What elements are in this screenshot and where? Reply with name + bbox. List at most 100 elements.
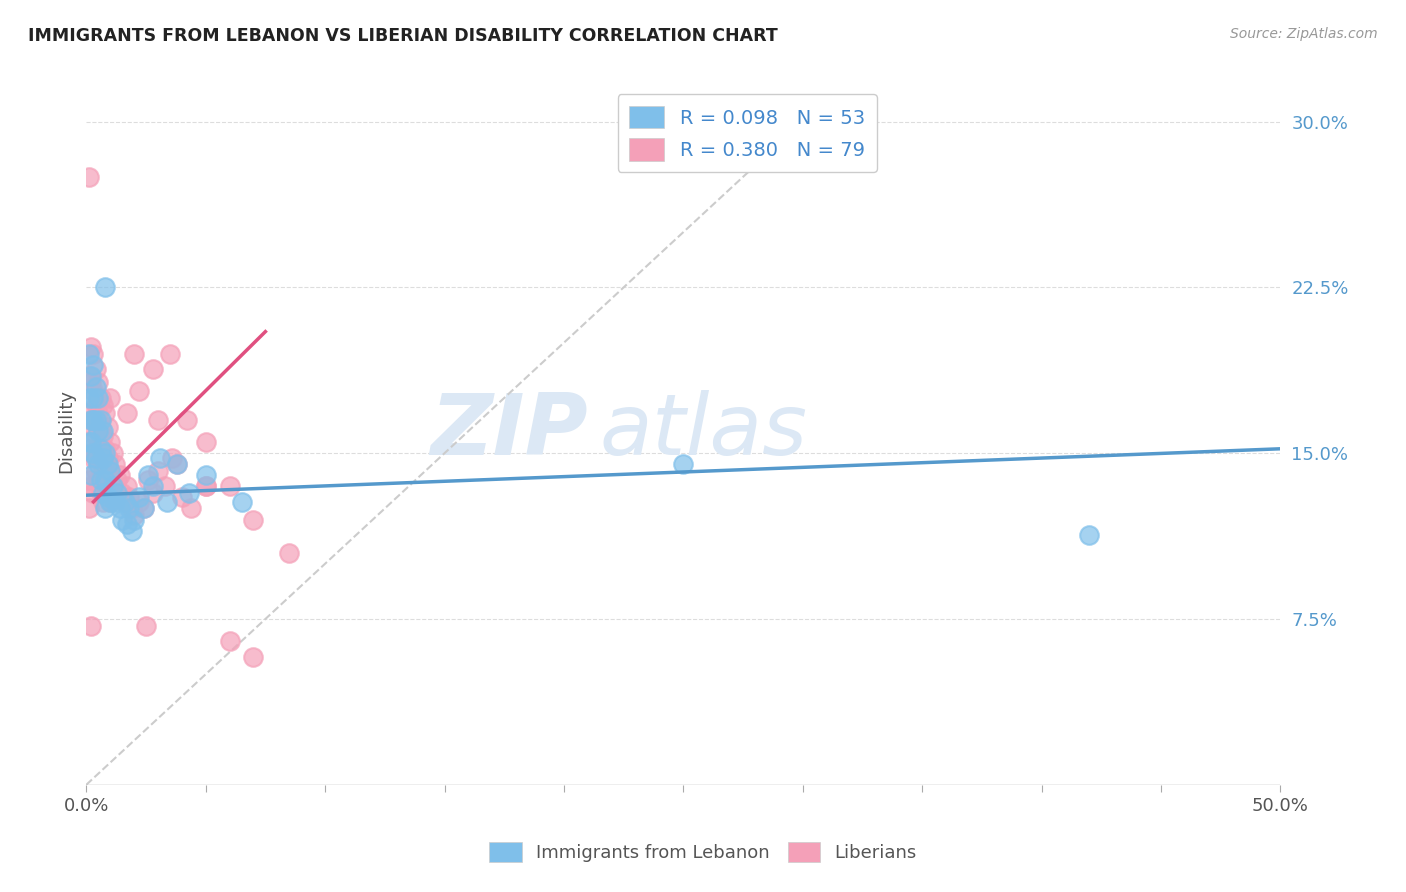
Point [84,464,107,478]
Point [98,464,121,478]
Point [153,479,176,493]
Point [122,512,145,526]
Point [242,512,264,526]
Point [84,380,107,394]
Point [101,479,124,493]
Point [91,424,114,438]
Point [128,491,150,505]
Point [91,495,114,509]
Point [94,280,117,294]
Point [82,384,104,399]
Point [122,347,145,361]
Point [82,419,104,434]
Legend: Immigrants from Lebanon, Liberians: Immigrants from Lebanon, Liberians [482,834,924,870]
Point [128,495,150,509]
Point [176,413,198,427]
Point [77,391,100,405]
Point [80,340,103,354]
Point [87,424,110,438]
Point [97,457,120,471]
Point [91,398,114,412]
Point [84,413,107,427]
Point [80,479,103,493]
Point [166,457,188,471]
Point [177,486,200,500]
Point [146,413,169,427]
Point [98,464,121,478]
Point [77,435,100,450]
Point [118,501,141,516]
Point [84,450,107,465]
Point [82,486,104,500]
Point [90,442,112,456]
Point [121,501,143,516]
Point [108,468,131,483]
Point [77,406,100,420]
Point [97,486,120,500]
Point [87,442,110,456]
Point [101,446,124,460]
Point [87,473,110,487]
Text: ZIP: ZIP [430,390,588,473]
Point [132,501,155,516]
Point [90,419,112,434]
Point [115,516,138,531]
Point [77,169,100,184]
Point [87,457,110,471]
Point [94,446,117,460]
Point [142,486,165,500]
Point [80,446,103,460]
Text: IMMIGRANTS FROM LEBANON VS LIBERIAN DISABILITY CORRELATION CHART: IMMIGRANTS FROM LEBANON VS LIBERIAN DISA… [28,27,778,45]
Point [82,413,104,427]
Point [84,428,107,442]
Point [80,618,103,632]
Point [194,468,217,483]
Text: Source: ZipAtlas.com: Source: ZipAtlas.com [1230,27,1378,41]
Point [142,479,165,493]
Point [135,618,157,632]
Legend: R = 0.098   N = 53, R = 0.380   N = 79: R = 0.098 N = 53, R = 0.380 N = 79 [617,95,876,172]
Point [87,376,110,390]
Point [138,468,160,483]
Point [82,391,104,405]
Point [94,501,117,516]
Point [121,524,143,538]
Point [97,450,120,465]
Point [149,450,172,465]
Point [118,491,141,505]
Point [105,473,128,487]
Y-axis label: Disability: Disability [58,389,75,473]
Point [84,362,107,376]
Point [1078,528,1101,542]
Point [77,347,100,361]
Point [87,406,110,420]
Point [111,486,134,500]
Point [105,486,128,500]
Point [115,479,138,493]
Point [194,435,217,450]
Point [159,347,181,361]
Point [82,347,104,361]
Point [170,491,193,505]
Point [104,495,127,509]
Point [91,428,114,442]
Point [80,435,103,450]
Point [162,450,184,465]
Point [90,413,112,427]
Point [218,479,240,493]
Point [80,413,103,427]
Point [122,508,145,522]
Point [278,546,301,560]
Point [672,457,695,471]
Point [80,413,103,427]
Point [194,479,217,493]
Point [180,501,202,516]
Point [84,398,107,412]
Point [104,457,127,471]
Point [115,406,138,420]
Point [242,649,264,664]
Point [87,391,110,405]
Point [166,457,188,471]
Point [98,495,121,509]
Point [97,419,120,434]
